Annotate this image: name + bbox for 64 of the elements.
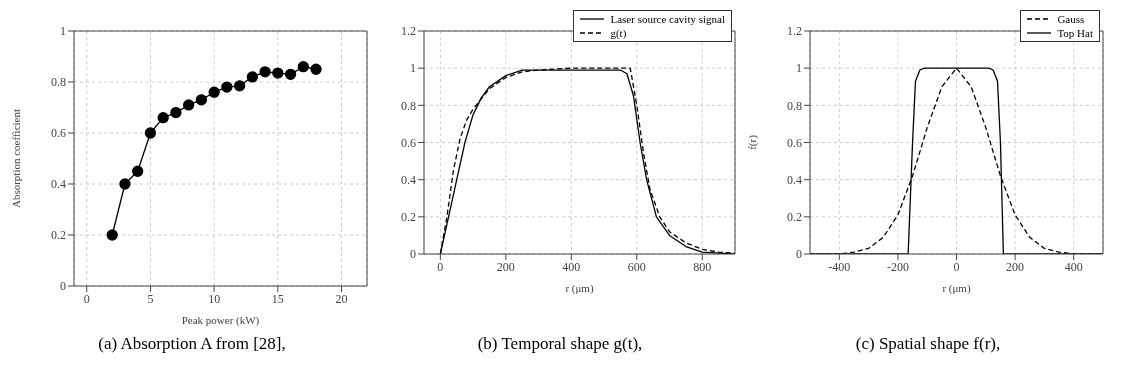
point [157, 112, 169, 124]
y-tick-label: 0 [796, 247, 802, 262]
y-tick-label: 0.6 [401, 135, 416, 150]
x-tick-label: 200 [1006, 259, 1025, 274]
point [233, 80, 246, 92]
x-axis-title: Peak power (kW) [181, 314, 260, 327]
x-tick-label: 200 [496, 259, 515, 274]
point [208, 86, 220, 98]
y-tick-label: 0.2 [51, 228, 66, 243]
x-tick-label: 0 [83, 291, 90, 306]
legend-label: Gauss [1057, 12, 1085, 26]
text: (b) Temporal shape g(t), [476, 334, 644, 354]
y-tick-label: 1 [60, 24, 66, 39]
x-tick-label: 0 [953, 259, 960, 274]
legend-label: g(t) [610, 26, 627, 40]
point [221, 81, 233, 93]
y-axis-title: f(r) [745, 134, 759, 150]
x-tick-label: 600 [627, 259, 646, 274]
y-tick-label: 0.8 [51, 75, 66, 90]
point [144, 127, 157, 139]
point [246, 71, 258, 83]
y-tick-label: 0.8 [401, 98, 416, 113]
text: (c) Spatial shape f(r), [854, 334, 1002, 354]
x-tick-label: 5 [147, 291, 154, 306]
x-tick-label: -400 [828, 259, 851, 274]
y-tick-label: 0.4 [401, 172, 416, 187]
point [132, 165, 144, 177]
y-tick-label: 1.2 [787, 24, 802, 39]
y-tick-label: 0.2 [401, 210, 416, 225]
point [272, 67, 284, 79]
x-tick-label: -200 [886, 259, 909, 274]
x-tick-label: 15 [271, 291, 284, 306]
x-tick-label: 10 [208, 291, 221, 306]
y-tick-label: 0.6 [51, 126, 66, 141]
y-axis-title: Absorption coefficient [9, 108, 22, 209]
x-tick-label: 20 [335, 291, 348, 306]
text: (a) Absorption A from [28], [97, 334, 287, 354]
point [170, 106, 182, 119]
point [119, 178, 131, 190]
y-tick-label: 0.4 [787, 172, 802, 187]
y-tick-label: 0.4 [51, 177, 66, 192]
legend-label: Top Hat [1057, 26, 1093, 40]
point [284, 68, 297, 80]
y-tick-label: 0 [410, 247, 416, 262]
y-tick-label: 0.8 [787, 98, 802, 113]
point [183, 99, 195, 111]
y-tick-label: 1 [796, 61, 802, 76]
x-tick-label: 0 [437, 259, 444, 274]
x-axis-title: r (μm) [942, 282, 971, 295]
point [106, 229, 118, 241]
point [195, 94, 208, 106]
legend-label: Laser source cavity signal [610, 12, 725, 26]
point [297, 61, 309, 73]
y-tick-label: 0 [60, 279, 66, 294]
x-tick-label: 400 [1064, 259, 1083, 274]
point [259, 66, 271, 78]
point [310, 63, 322, 75]
y-tick-label: 0.6 [787, 135, 802, 150]
y-tick-label: 1 [410, 61, 416, 76]
y-tick-label: 0.2 [787, 210, 802, 225]
x-tick-label: 800 [693, 259, 712, 274]
x-tick-label: 400 [562, 259, 581, 274]
x-axis-title: r (μm) [565, 282, 594, 295]
y-tick-label: 1.2 [401, 24, 416, 39]
